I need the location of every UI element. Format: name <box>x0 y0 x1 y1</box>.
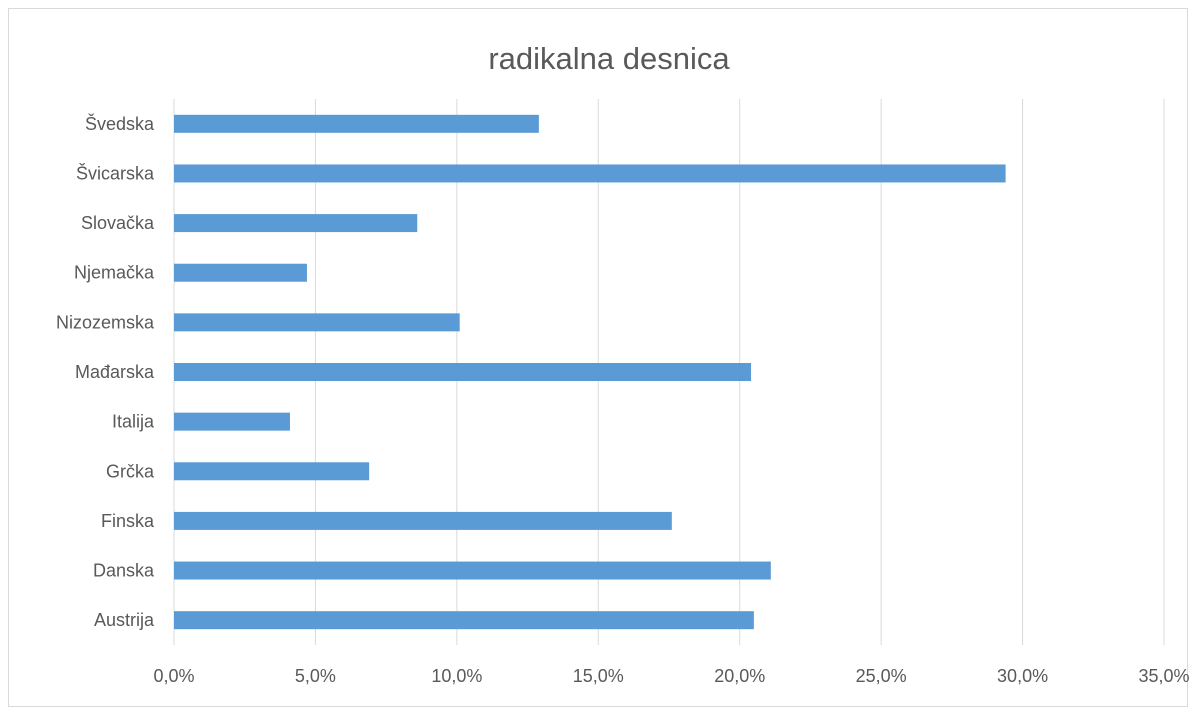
category-label: Mađarska <box>75 362 155 382</box>
category-label: Švedska <box>85 113 155 134</box>
x-tick-label: 15,0% <box>573 666 624 686</box>
bar-chart: radikalna desnica Švedska Švicarska Slovač… <box>56 41 1189 686</box>
category-label: Švicarska <box>76 162 155 183</box>
x-tick-label: 0,0% <box>153 666 194 686</box>
category-label: Nizozemska <box>56 312 155 332</box>
bar <box>174 561 771 580</box>
bar <box>174 313 460 332</box>
category-label: Grčka <box>106 461 155 481</box>
bar <box>174 164 1006 183</box>
bar <box>174 214 418 233</box>
category-labels: Švedska Švicarska Slovačka Njemačka Nizozems… <box>56 113 155 630</box>
category-label: Finska <box>101 511 155 531</box>
category-label: Austrija <box>94 610 155 630</box>
chart-title: radikalna desnica <box>488 41 730 76</box>
x-tick-label: 30,0% <box>997 666 1048 686</box>
category-label: Njemačka <box>74 263 155 283</box>
x-tick-label: 5,0% <box>295 666 336 686</box>
bars <box>174 114 1006 630</box>
bar <box>174 511 672 530</box>
x-tick-labels: 0,0% 5,0% 10,0% 15,0% 20,0% 25,0% 30,0% 35,0% <box>153 666 1189 686</box>
x-tick-label: 10,0% <box>431 666 482 686</box>
bar <box>174 363 752 381</box>
category-label: Italija <box>112 412 155 432</box>
bar <box>174 462 370 481</box>
chart-frame: radikalna desnica Švedska Švicarska Slovač… <box>8 8 1189 707</box>
bar <box>174 114 539 133</box>
x-tick-label: 20,0% <box>714 666 765 686</box>
category-label: Danska <box>93 561 155 581</box>
bar <box>174 263 307 282</box>
category-label: Slovačka <box>81 213 155 233</box>
x-tick-label: 35,0% <box>1138 666 1189 686</box>
bar <box>174 611 754 630</box>
bar <box>174 412 290 431</box>
x-tick-label: 25,0% <box>856 666 907 686</box>
